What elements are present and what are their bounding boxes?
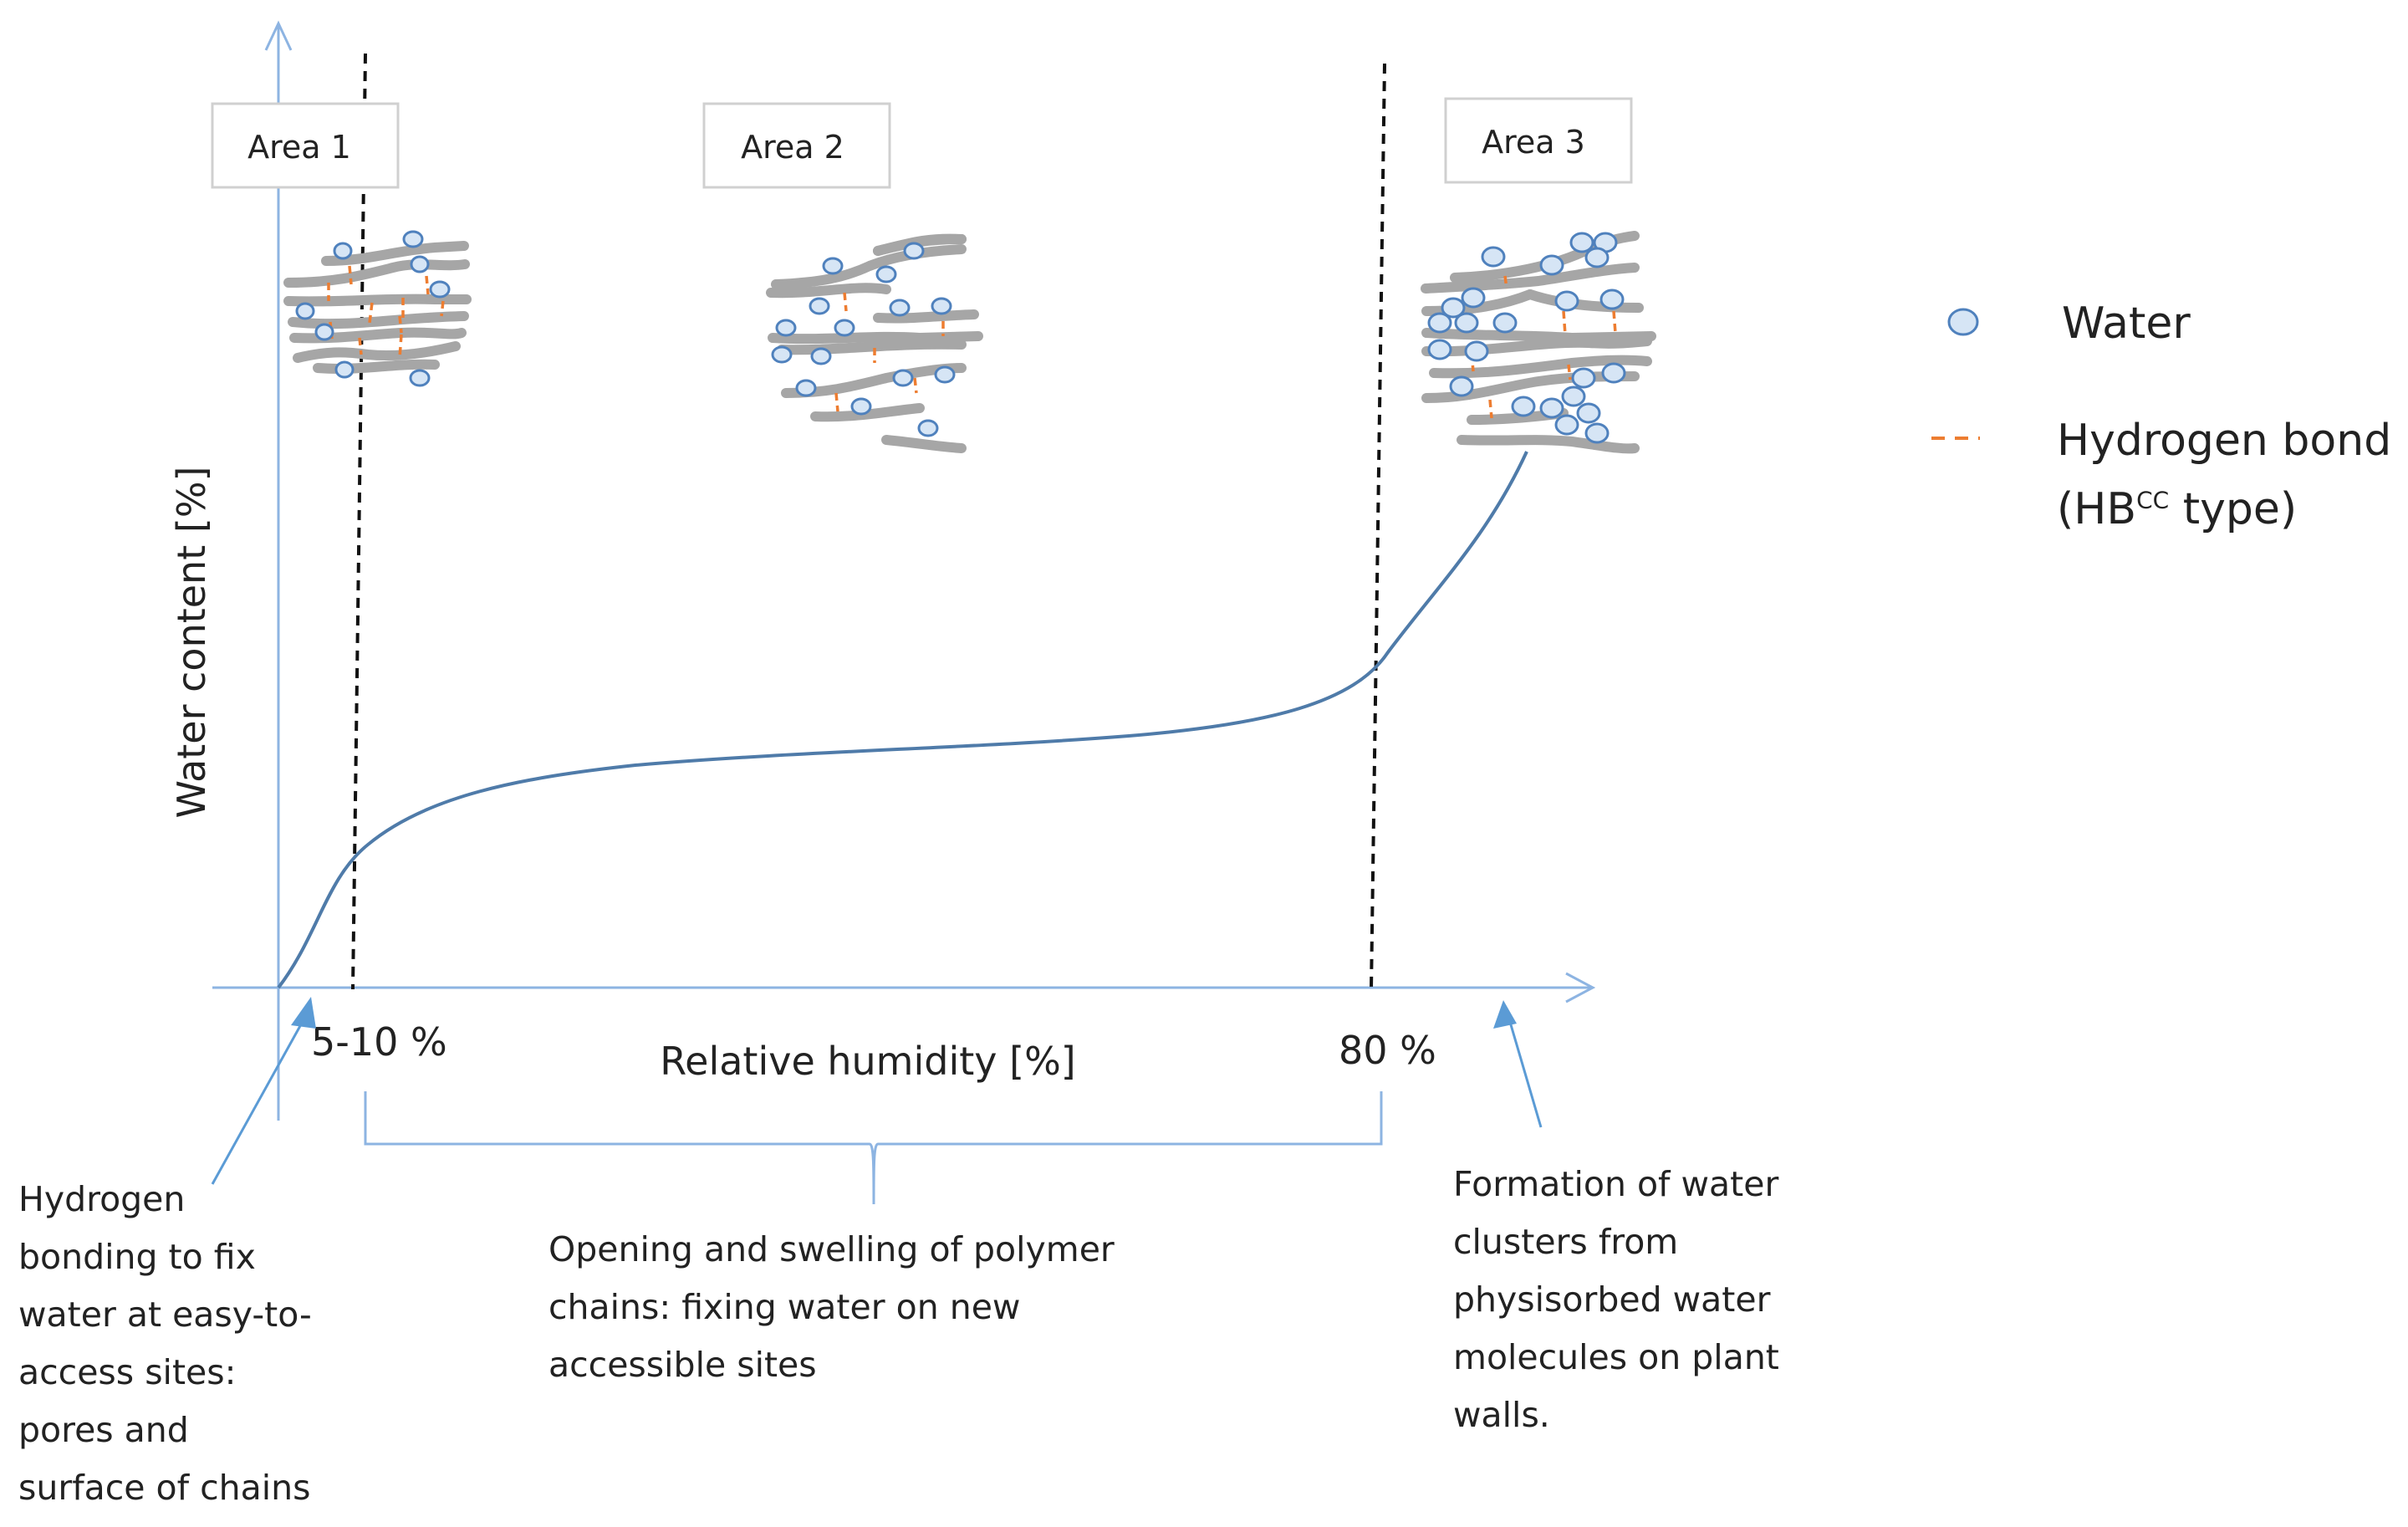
hydrogen-bonds <box>834 292 945 412</box>
legend-hbond-superscript: CC <box>2136 486 2170 514</box>
threshold-low-label: 5-10 % <box>311 1019 447 1065</box>
area-box-2: Area 2 <box>702 102 891 189</box>
polymer-chains <box>1421 231 1656 454</box>
arrow-to-area-3-head <box>1493 1000 1517 1029</box>
legend-hbond-prefix: (HB <box>2057 484 2137 534</box>
polymer-illustration-area-3 <box>1421 231 1656 454</box>
arrow-to-area-3 <box>1508 1021 1543 1128</box>
polymer-chains <box>283 241 472 374</box>
water-molecules <box>295 230 451 387</box>
water-molecules <box>771 242 956 437</box>
y-axis-arrowhead <box>264 20 293 51</box>
polymer-illustration-area-1 <box>283 230 472 387</box>
x-axis-label: Relative humidity [%] <box>660 1039 1076 1084</box>
x-axis-arrowhead <box>1565 972 1596 1004</box>
area-label-1: Area 1 <box>247 129 351 166</box>
legend-hbond-suffix: type) <box>2169 484 2298 534</box>
polymer-illustration-area-2 <box>766 233 983 453</box>
polymer-chains <box>766 233 983 453</box>
legend-water-label: Water <box>2062 299 2191 349</box>
threshold-line-low <box>351 53 367 990</box>
annotation-area-2: Opening and swelling of polymer chains: … <box>548 1229 1115 1385</box>
range-bracket <box>364 1091 1383 1205</box>
legend <box>1931 308 1980 440</box>
threshold-line-high <box>1370 63 1386 990</box>
area-label-2: Area 2 <box>741 129 844 166</box>
sorption-curve <box>277 451 1528 989</box>
area-label-3: Area 3 <box>1482 124 1585 161</box>
legend-water-symbol <box>1947 308 1979 336</box>
hydrogen-bonds <box>327 265 445 359</box>
arrow-to-origin <box>211 1015 307 1185</box>
axes <box>212 20 1596 1121</box>
area-box-3: Area 3 <box>1444 97 1633 184</box>
legend-hbond-label-line1: Hydrogen bond <box>2057 416 2392 466</box>
area-box-1: Area 1 <box>211 102 400 189</box>
legend-hbond-label-line2: (HBCC type) <box>2057 474 2297 544</box>
arrow-to-origin-head <box>291 997 316 1029</box>
water-molecules <box>1427 232 1626 444</box>
y-axis-label: Water content [%] <box>169 467 214 819</box>
threshold-high-label: 80 % <box>1339 1028 1436 1073</box>
annotation-area-1: Hydrogen bonding to fix water at easy-to… <box>18 1179 312 1508</box>
annotation-area-3: Formation of water clusters from physiso… <box>1453 1164 1779 1435</box>
